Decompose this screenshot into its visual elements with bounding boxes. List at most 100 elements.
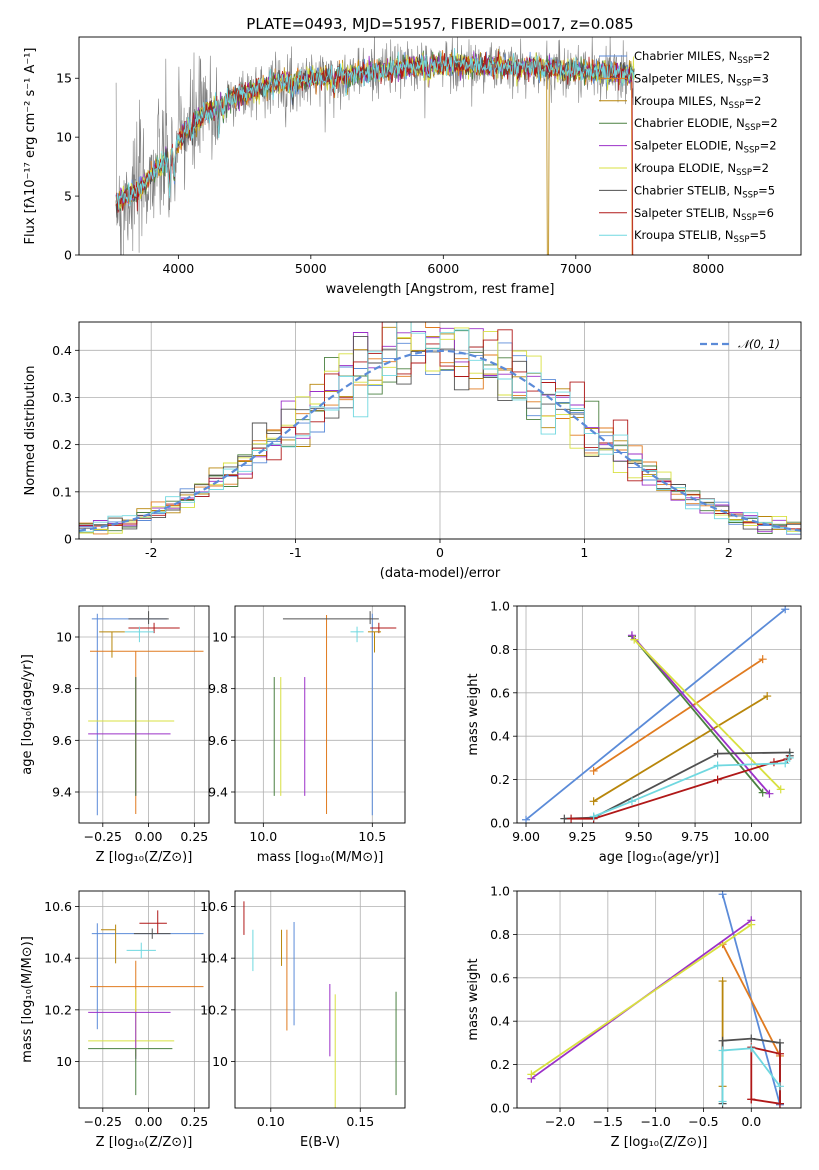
y-tick-label: 0.4 [52,343,72,358]
series-line [525,608,786,821]
y-axis-label: mass weight [466,958,481,1040]
axes-frame [234,890,406,1109]
y-tick-label: 10.4 [44,951,72,966]
point-marker [747,1095,756,1104]
y-tick-label: 10 [56,630,72,645]
point-marker [758,788,767,797]
plot-area [522,606,794,823]
plot-area [115,37,635,255]
x-tick-label: 4000 [162,261,194,276]
axes-frame [516,605,802,824]
legend-label: Salpeter STELIB, NSSP=6 [634,206,774,223]
x-tick-label: 10.0 [249,829,277,844]
x-axis-label: Z [log₁₀(Z/Z⊙)] [96,1135,193,1150]
point-marker [747,1034,756,1043]
y-tick-label: 0.3 [52,390,72,405]
point-marker [718,977,727,986]
y-tick-label: 0.8 [490,927,510,942]
x-tick-label: 9.75 [681,829,709,844]
y-tick-label: 1.0 [490,599,510,614]
legend-label: Salpeter MILES, NSSP=3 [634,71,769,88]
y-tick-label: 0.8 [490,642,510,657]
mass-vs-metallicity-panel: −0.25 0.00 0.25 10 10.2 10.4 10.6 Z [log₁₀(Z/Z⊙… [20,890,210,1150]
x-tick-label: −0.25 [84,829,122,844]
series-line [631,635,764,794]
legend-label: Chabrier MILES, NSSP=2 [634,49,770,66]
legend-label: 𝒩(0, 1) [738,337,780,351]
y-tick-label: 15 [56,71,72,86]
plot-area [273,611,397,816]
y-tick-label: 5 [64,189,72,204]
x-tick-label: 0.25 [180,829,208,844]
point-marker [589,766,598,775]
y-tick-label: 9.4 [208,785,228,800]
x-axis-label: Z [log₁₀(Z/Z⊙)] [96,850,193,865]
plot-area [527,891,784,1108]
y-tick-label: 0.4 [490,1014,510,1029]
point-marker [713,775,722,784]
y-tick-label: 10 [212,1054,228,1069]
age-vs-metallicity-panel: −0.25 0.00 0.25 9.4 9.6 9.8 10 Z [log₁₀(Z/Z⊙)] a… [20,605,210,865]
y-axis-label: age [log₁₀(age/yr)] [20,654,35,775]
point-marker [781,606,790,614]
point-marker [775,1049,784,1058]
series-line [571,758,788,820]
point-marker [775,1038,784,1047]
x-tick-label: −2.0 [545,1114,575,1129]
point-marker [718,1097,727,1106]
x-tick-label: 0.00 [135,1114,163,1129]
legend-label: Kroupa STELIB, NSSP=5 [634,228,766,245]
point-marker [758,655,767,664]
y-tick-label: 0.0 [490,1101,510,1116]
x-tick-label: 1 [580,545,588,560]
y-tick-label: 0.2 [490,772,510,787]
series-line [530,923,752,1076]
x-tick-label: 10.5 [358,829,386,844]
y-tick-label: 0 [64,532,72,547]
plot-area [88,611,204,816]
plot-area [88,910,204,1096]
axes-frame [78,36,802,256]
y-tick-label: 10.4 [200,951,228,966]
x-tick-label: 7000 [560,261,592,276]
y-tick-label: 1.0 [490,884,510,899]
y-tick-label: 0.2 [490,1057,510,1072]
plot-area [79,322,801,539]
point-marker [718,1046,727,1055]
axes-frame [234,605,406,824]
residual-histogram-panel: -2 -1 0 1 2 0 0.1 0.2 0.3 0.4 (data-model)/error No… [23,321,802,581]
mass-vs-ebv-panel: 0.10 0.15 10 10.2 10.4 10.6 E(B-V) [200,890,406,1150]
x-axis-label: wavelength [Angstrom, rest frame] [326,282,555,297]
x-axis-label: mass [log₁₀(M/M⊙)] [257,850,384,865]
mass-weight-vs-metallicity-panel: −2.0 −1.5 −1.0 −0.5 0.0 0.0 0.2 0.4 0.6 0.8 1.0 Z [… [466,884,802,1150]
x-tick-label: 9.50 [625,829,653,844]
x-axis-label: E(B-V) [300,1135,340,1150]
point-marker [627,797,636,806]
point-marker [522,815,531,823]
legend-label: Chabrier ELODIE, NSSP=2 [634,116,778,133]
point-marker [769,758,778,767]
y-tick-label: 10.2 [44,1002,72,1017]
y-tick-label: 9.8 [208,681,228,696]
y-tick-label: 0.0 [490,816,510,831]
axes-frame [78,605,210,824]
point-marker [589,812,598,821]
legend-label: Kroupa ELODIE, NSSP=2 [634,161,769,178]
x-tick-label: 0.00 [135,829,163,844]
y-tick-label: 10.6 [44,899,72,914]
x-tick-label: 0.25 [180,1114,208,1129]
legend-label: Chabrier STELIB, NSSP=5 [634,183,775,200]
y-axis-label: Flux [fλ10⁻¹⁷ erg cm⁻² s⁻¹ A⁻¹] [23,48,38,245]
point-marker [765,789,774,798]
y-tick-label: 0.1 [52,484,72,499]
legend: Chabrier MILES, NSSP=2 Salpeter MILES, NS… [599,49,778,245]
x-axis-label: (data-model)/error [380,566,501,581]
x-tick-label: -1 [289,545,301,560]
y-tick-label: 10 [212,630,228,645]
y-tick-label: 0.6 [490,685,510,700]
age-vs-mass-panel: 10.0 10.5 9.4 9.6 9.8 10 mass [log₁₀(M/M⊙)] [208,605,406,865]
point-marker [775,1082,784,1091]
y-tick-label: 10 [56,130,72,145]
y-axis-label: mass [log₁₀(M/M⊙)] [20,936,35,1063]
